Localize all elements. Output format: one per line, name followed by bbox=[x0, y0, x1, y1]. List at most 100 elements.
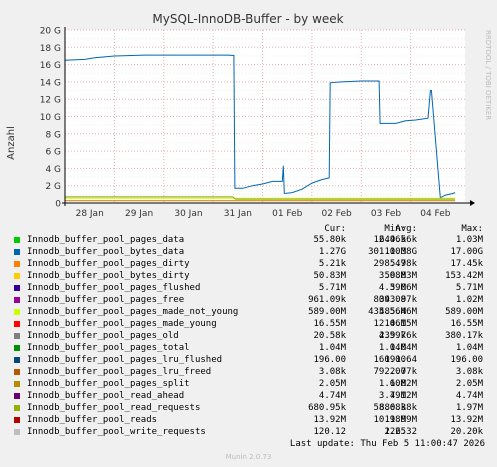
legend-cur: 50.83M bbox=[313, 271, 346, 281]
legend-min: 10.98M bbox=[373, 415, 406, 425]
x-tick-label: 01 Feb bbox=[272, 209, 303, 219]
legend-name: Innodb_buffer_pool_bytes_data bbox=[27, 247, 185, 257]
legend-avg: 59.83M bbox=[384, 271, 417, 281]
header-max: Max: bbox=[461, 224, 483, 234]
legend-name: Innodb_buffer_pool_pages_free bbox=[27, 295, 185, 305]
legend-name: Innodb_buffer_pool_read_requests bbox=[27, 403, 201, 413]
legend-avg: 11.38G bbox=[384, 247, 417, 257]
legend-max: 1.02M bbox=[455, 295, 483, 305]
legend-swatch bbox=[14, 429, 20, 435]
legend-min: 4.59k bbox=[378, 331, 406, 341]
legend-min: 12.06M bbox=[373, 319, 406, 329]
legend-min: 3.79M bbox=[378, 391, 406, 401]
y-tick-label: 20 G bbox=[40, 27, 61, 37]
legend-max: 380.17k bbox=[445, 331, 483, 341]
legend-row: Innodb_buffer_pool_reads 13.92M 10.98M 11.9… bbox=[14, 414, 485, 426]
legend-max: 1.97M bbox=[455, 403, 483, 413]
legend-avg: 226.32 bbox=[384, 427, 417, 437]
y-axis-label: Anzahl bbox=[6, 126, 17, 160]
y-tick-label: 0 bbox=[55, 200, 61, 210]
legend-max: 3.08k bbox=[455, 367, 483, 377]
legend-max: 17.00G bbox=[450, 247, 483, 257]
header-cur: Cur: bbox=[324, 224, 346, 234]
legend-name: Innodb_buffer_pool_write_requests bbox=[27, 427, 206, 437]
legend-row: Innodb_buffer_pool_bytes_dirty 50.83M 3.68… bbox=[14, 270, 485, 282]
x-tick-label: 28 Jan bbox=[76, 209, 104, 219]
x-axis-ticks: 28 Jan 29 Jan 30 Jan 31 Jan 01 Feb 02 Feb 03 F… bbox=[76, 209, 451, 219]
legend-row: Innodb_buffer_pool_read_ahead 4.74M 3.79M 4… bbox=[14, 390, 485, 402]
x-tick-label: 04 Feb bbox=[420, 209, 451, 219]
legend-cur: 13.92M bbox=[313, 415, 346, 425]
legend-cur: 2.05M bbox=[318, 379, 346, 389]
legend-row: Innodb_buffer_pool_pages_lru_freed 3.08k 7… bbox=[14, 366, 485, 378]
legend-max: 20.20k bbox=[450, 427, 483, 437]
legend-cur: 680.95k bbox=[308, 403, 346, 413]
header-avg: Avg: bbox=[395, 224, 417, 234]
munin-version: Munin 2.0.73 bbox=[225, 453, 272, 461]
legend-swatch bbox=[14, 381, 20, 387]
legend-name: Innodb_buffer_pool_pages_total bbox=[27, 343, 190, 353]
legend-row: Innodb_buffer_pool_read_requests 680.95k 5… bbox=[14, 402, 485, 414]
chart-title: MySQL-InnoDB-Buffer - by week bbox=[152, 12, 343, 26]
rrdtool-watermark: RRDTOOL / TOBI OETIKER bbox=[484, 30, 492, 120]
legend-cur: 120.12 bbox=[313, 427, 346, 437]
x-tick-label: 31 Jan bbox=[224, 209, 252, 219]
legend-cur: 961.09k bbox=[308, 295, 346, 305]
legend-min: 3.68M bbox=[378, 271, 406, 281]
legend-swatch bbox=[14, 321, 20, 327]
legend-min: 435.56M bbox=[368, 307, 406, 317]
legend-max: 589.00M bbox=[445, 307, 483, 317]
legend-cur: 5.21k bbox=[318, 259, 346, 269]
legend-min: 298.47 bbox=[373, 259, 406, 269]
legend-min: 301.00M bbox=[368, 247, 406, 257]
legend-min: 58.68k bbox=[373, 403, 406, 413]
series-line-3 bbox=[65, 196, 456, 200]
legend-swatch bbox=[14, 273, 20, 279]
y-tick-label: 12 G bbox=[40, 96, 61, 106]
legend-cur: 1.27G bbox=[318, 247, 346, 257]
legend-name: Innodb_buffer_pool_pages_data bbox=[27, 235, 185, 245]
legend-avg: 649.56k bbox=[379, 235, 417, 245]
legend-swatch bbox=[14, 345, 20, 351]
legend-avg: 2.77k bbox=[389, 367, 417, 377]
legend-swatch bbox=[14, 249, 20, 255]
legend-max: 16.55M bbox=[450, 319, 483, 329]
header-min: Min: bbox=[384, 224, 406, 234]
y-axis-ticks: 0 2 G 4 G 6 G 8 G 10 G 12 G 14 G 16 G 18 G 20 G bbox=[40, 27, 62, 210]
y-tick-label: 16 G bbox=[40, 61, 61, 71]
legend-max: 4.74M bbox=[455, 391, 483, 401]
legend-swatch bbox=[14, 417, 20, 423]
legend-min: 1.60M bbox=[378, 379, 406, 389]
legend-max: 1.04M bbox=[455, 343, 483, 353]
legend-row: Innodb_buffer_pool_pages_made_young 16.55… bbox=[14, 318, 485, 330]
legend-swatch bbox=[14, 357, 20, 363]
legend-cur: 16.55M bbox=[313, 319, 346, 329]
y-tick-label: 8 G bbox=[45, 130, 61, 140]
series-line-0 bbox=[64, 54, 456, 199]
legend-name: Innodb_buffer_pool_pages_old bbox=[27, 331, 179, 341]
legend-row: Innodb_buffer_pool_pages_lru_flushed 196.… bbox=[14, 354, 485, 366]
legend-swatch bbox=[14, 237, 20, 243]
legend-name: Innodb_buffer_pool_pages_lru_freed bbox=[27, 367, 212, 377]
legend-max: 153.42M bbox=[445, 271, 483, 281]
legend-name: Innodb_buffer_pool_pages_dirty bbox=[27, 259, 190, 269]
legend-avg: 191.64 bbox=[384, 355, 417, 365]
legend-avg: 11.99M bbox=[384, 415, 417, 425]
legend-cur: 196.00 bbox=[313, 355, 346, 365]
legend-name: Innodb_buffer_pool_pages_made_young bbox=[27, 319, 217, 329]
legend-swatch bbox=[14, 405, 20, 411]
legend-min: 792.00 bbox=[373, 367, 406, 377]
legend-max: 13.92M bbox=[450, 415, 483, 425]
series-group bbox=[64, 54, 456, 202]
y-tick-label: 4 G bbox=[45, 165, 61, 175]
x-tick-label: 29 Jan bbox=[125, 209, 153, 219]
legend-row: Innodb_buffer_pool_pages_made_not_young 5… bbox=[14, 306, 485, 318]
legend-min: 12.46k bbox=[373, 235, 406, 245]
legend-row: Innodb_buffer_pool_pages_old 20.58k 4.59k 2… bbox=[14, 330, 485, 342]
legend-cur: 55.80k bbox=[313, 235, 346, 245]
legend-cur: 20.58k bbox=[313, 331, 346, 341]
legend-avg: 1.82M bbox=[389, 379, 417, 389]
legend-avg: 880.38k bbox=[379, 403, 417, 413]
legend-row: Innodb_buffer_pool_pages_split 2.05M 1.60M… bbox=[14, 378, 485, 390]
last-update: Last update: Thu Feb 5 11:00:47 2026 bbox=[289, 439, 485, 449]
